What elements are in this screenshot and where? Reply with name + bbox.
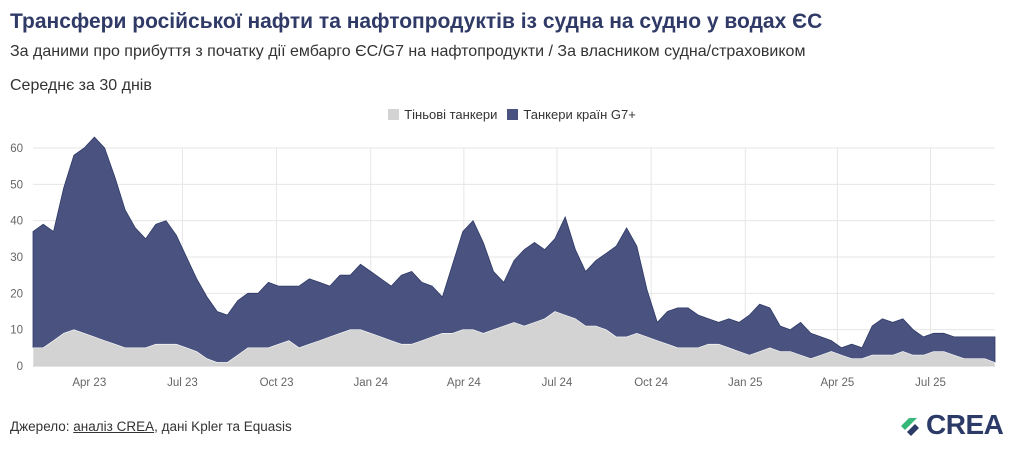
tick-layer: 0 10 20 30 40 50 60 Apr 23 Jul 23 Oct 23 Jan 24 Apr… bbox=[10, 143, 995, 389]
x-tick-label: Jul 23 bbox=[167, 377, 198, 389]
x-tick-label: Apr 24 bbox=[447, 377, 481, 389]
legend-swatch-g7 bbox=[507, 109, 519, 120]
x-tick-label: Jul 24 bbox=[542, 377, 573, 389]
chart-note: Середнє за 30 днів bbox=[10, 77, 152, 94]
x-tick-label: Oct 24 bbox=[634, 377, 668, 389]
y-tick-label: 20 bbox=[10, 288, 23, 300]
y-tick-label: 40 bbox=[10, 216, 23, 228]
y-tick-label: 60 bbox=[10, 143, 23, 155]
x-tick-label: Jul 25 bbox=[915, 377, 946, 389]
crea-logo-text: CREA bbox=[926, 409, 1004, 440]
source-suffix: , дані Kpler та Equasis bbox=[154, 419, 292, 434]
chart-subtitle: За даними про прибуття з початку дії емб… bbox=[10, 43, 806, 60]
legend-item-shadow[interactable]: Тіньові танкери bbox=[388, 107, 497, 122]
source-prefix: Джерело: bbox=[10, 419, 74, 434]
crea-logo-icon bbox=[901, 418, 919, 436]
area-layer bbox=[32, 136, 996, 367]
legend: Тіньові танкери Танкери країн G7+ bbox=[0, 107, 1024, 122]
x-tick-label: Jan 25 bbox=[728, 377, 763, 389]
source-link[interactable]: аналіз CREA bbox=[73, 419, 155, 434]
y-tick-label: 30 bbox=[10, 252, 23, 264]
x-tick-label: Apr 25 bbox=[820, 377, 854, 389]
crea-logo: CREA bbox=[897, 409, 1004, 441]
x-tick-label: Apr 23 bbox=[72, 377, 106, 389]
y-tick-label: 0 bbox=[17, 361, 23, 373]
legend-item-g7[interactable]: Танкери країн G7+ bbox=[507, 107, 636, 122]
x-tick-label: Oct 23 bbox=[260, 377, 294, 389]
legend-label-g7: Танкери країн G7+ bbox=[523, 107, 636, 122]
legend-swatch-shadow bbox=[388, 109, 400, 120]
source-footer: Джерело: аналіз CREA, дані Kpler та Equa… bbox=[10, 419, 292, 434]
chart-title: Трансфери російської нафти та нафтопроду… bbox=[10, 10, 823, 33]
y-tick-label: 10 bbox=[10, 325, 23, 337]
y-tick-label: 50 bbox=[10, 179, 23, 191]
x-tick-label: Jan 24 bbox=[353, 377, 388, 389]
legend-label-shadow: Тіньові танкери bbox=[404, 107, 498, 122]
